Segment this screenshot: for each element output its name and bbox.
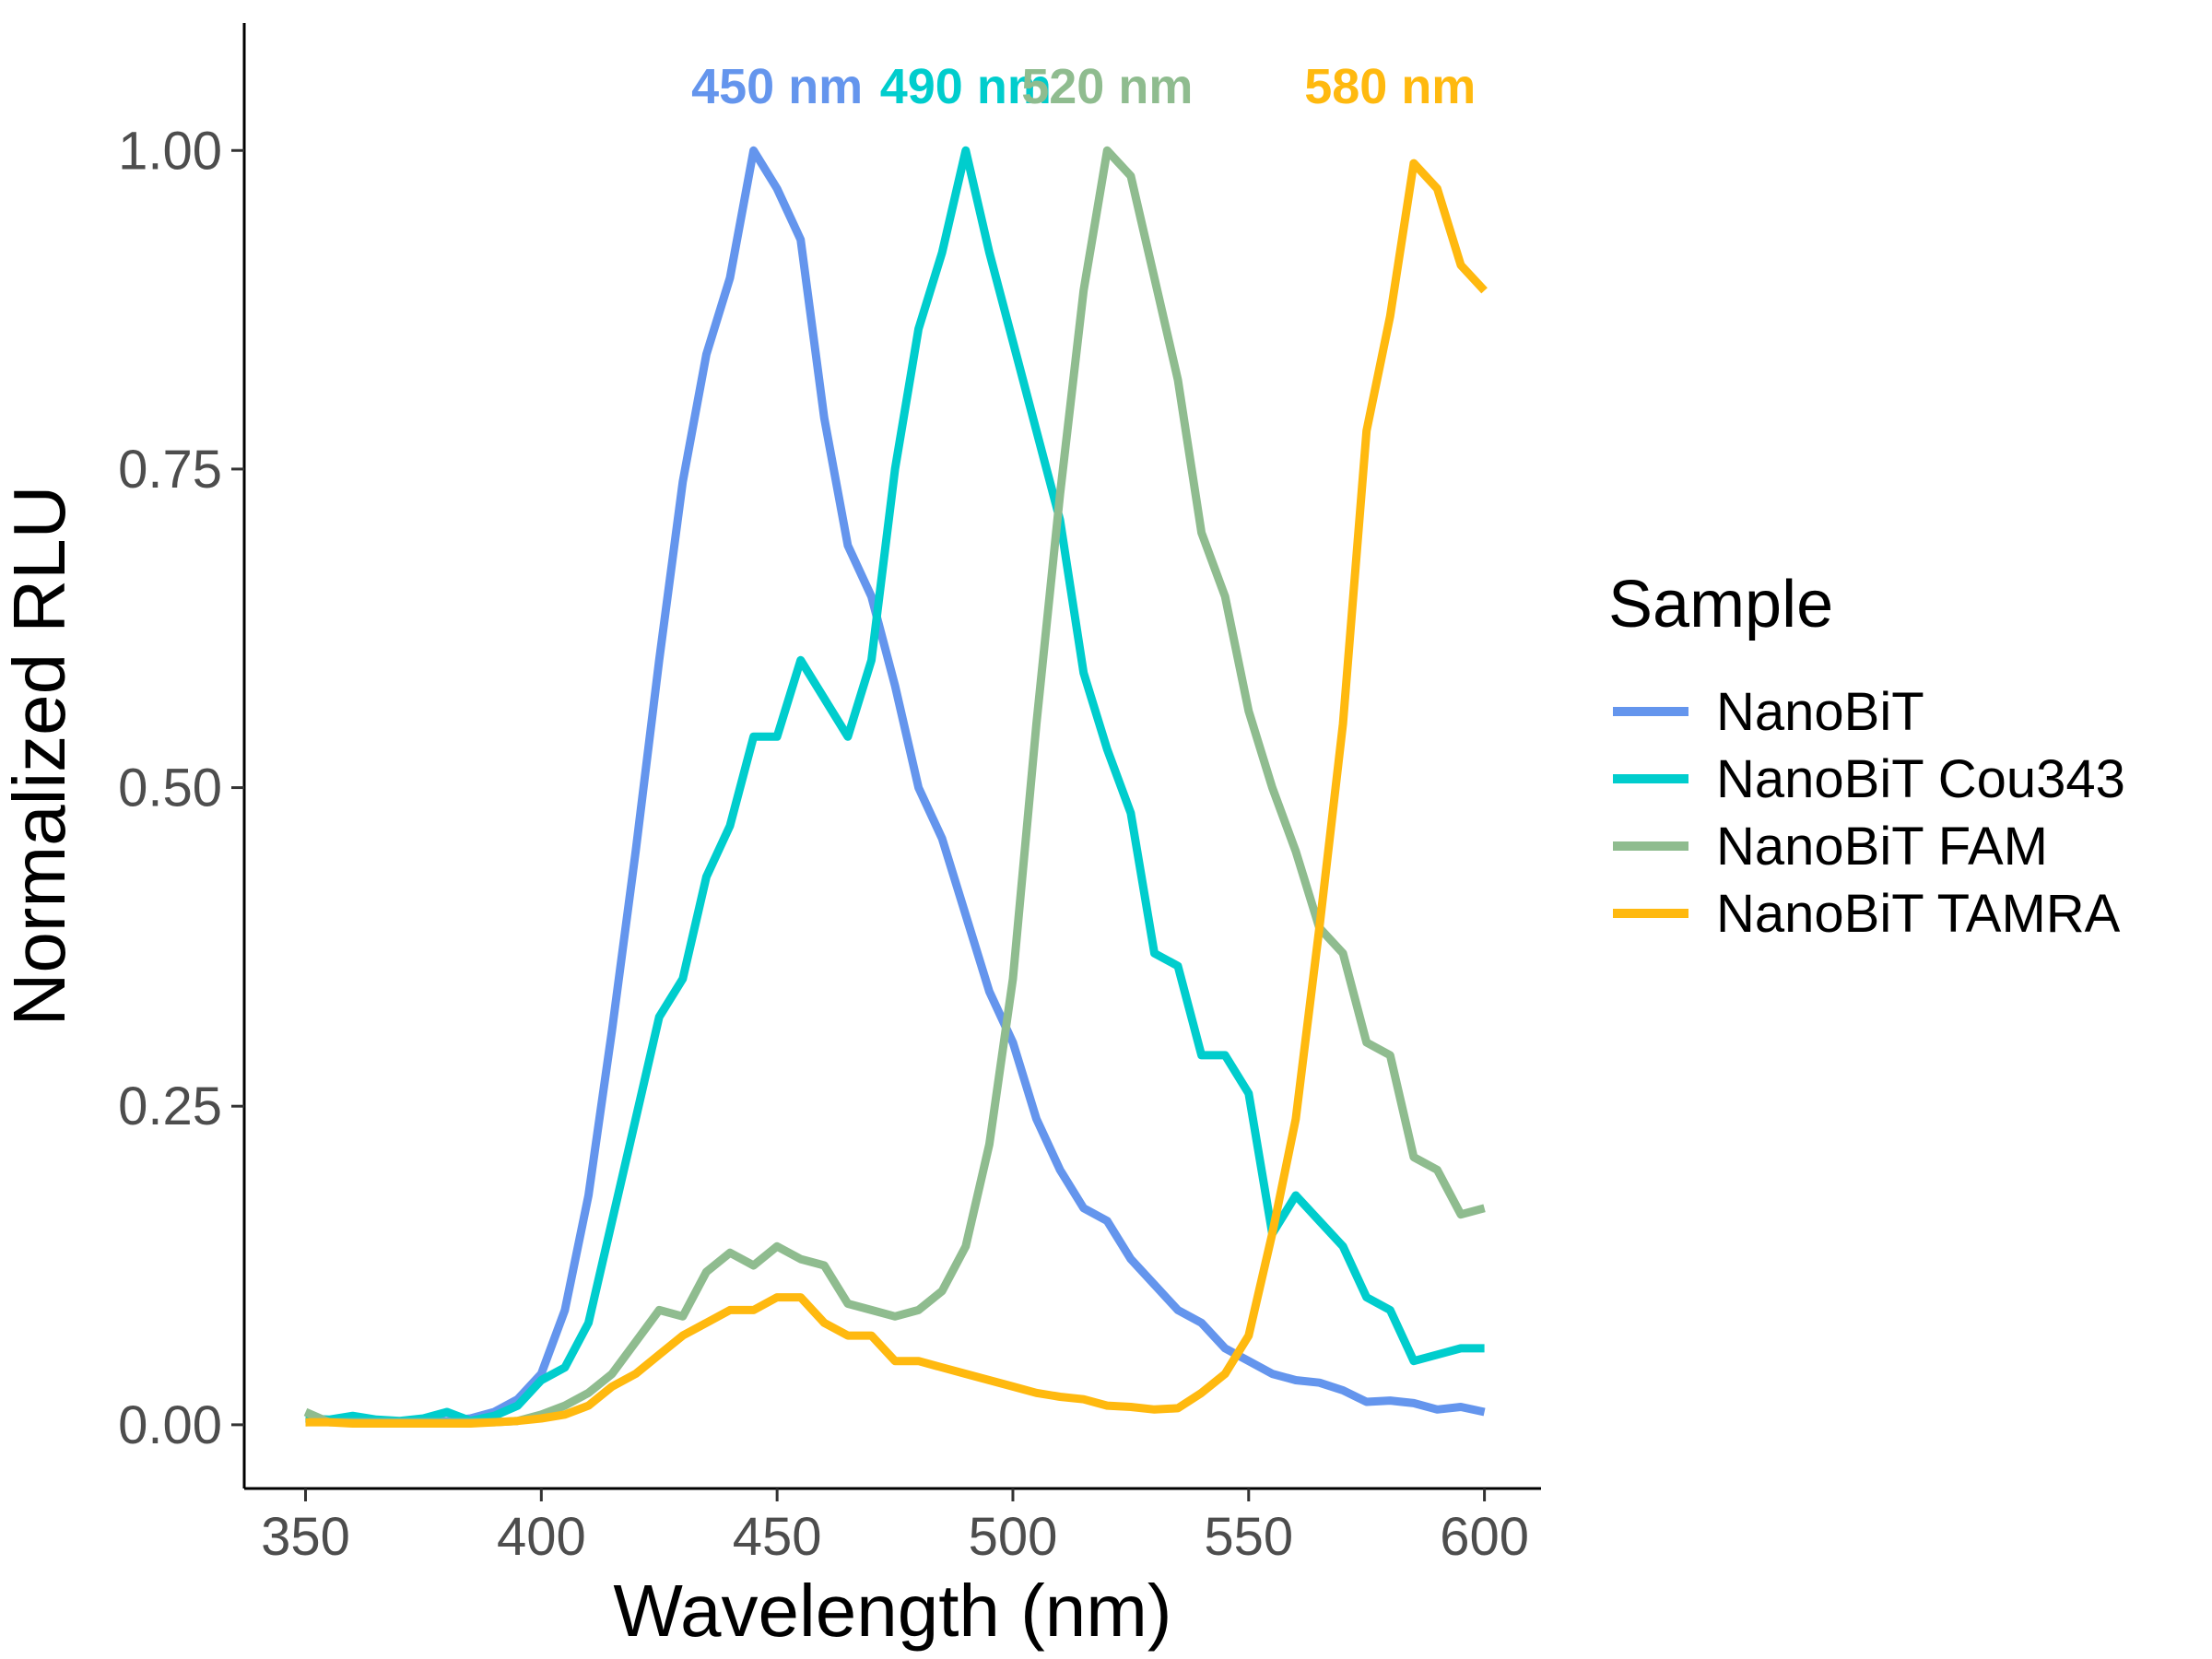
x-tick-label: 500 [969,1507,1058,1567]
legend-items: NanoBiT NanoBiT Cou343 NanoBiT FAM NanoBiT … [1613,682,2125,944]
legend-label: NanoBiT [1716,682,1924,742]
x-tick-label: 450 [733,1507,822,1567]
y-tick-label: 0.25 [118,1077,222,1136]
x-tick-label: 600 [1440,1507,1529,1567]
x-tick-label: 400 [497,1507,586,1567]
y-axis-ticks: 0.00 0.25 0.50 0.75 1.00 [118,121,244,1455]
y-tick-label: 0.00 [118,1395,222,1455]
peak-label: 490 nm [880,59,1052,114]
series-line-nanobit-tamra [305,159,1488,1428]
series-lines [303,146,1488,1428]
series-line-nanobit-cou343 [305,146,1485,1426]
y-tick-label: 1.00 [118,121,222,181]
x-axis-ticks: 350 400 450 500 550 600 [261,1488,1529,1567]
x-tick-label: 350 [261,1507,350,1567]
series-line-nanobit [305,146,1486,1427]
axes: 350 400 450 500 550 600 0.00 0.25 0.50 0.75 1.00 [118,23,1541,1567]
peak-label: 520 nm [1021,59,1193,114]
y-axis-title: Normalized RLU [0,486,80,1027]
series-line-nanobit-fam [303,146,1486,1427]
x-tick-label: 550 [1204,1507,1293,1567]
x-axis-title: Wavelength (nm) [613,1570,1171,1652]
peak-label: 580 nm [1304,59,1476,114]
y-tick-label: 0.75 [118,440,222,500]
legend-label: NanoBiT Cou343 [1716,749,2125,809]
legend-label: NanoBiT FAM [1716,817,2048,877]
peak-label: 450 nm [691,59,863,114]
y-tick-label: 0.50 [118,759,222,818]
legend-label: NanoBiT TAMRA [1716,884,2121,944]
legend-title: Sample [1608,568,1833,641]
